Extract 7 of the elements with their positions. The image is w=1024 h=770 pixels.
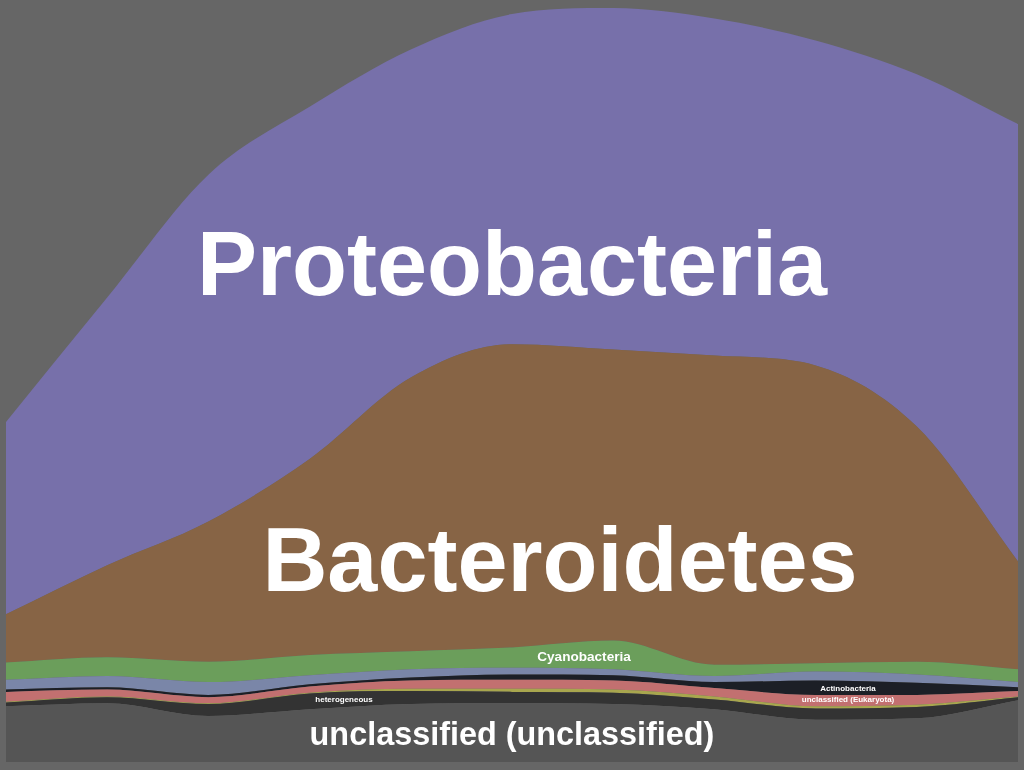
series-label: Proteobacteria [196, 213, 829, 314]
series-label: Bacteroidetes [262, 510, 858, 611]
series-label: unclassified (Eukaryota) [801, 694, 895, 704]
series-label: unclassified (unclassified) [309, 715, 715, 752]
series-label: Cyanobacteria [537, 648, 632, 664]
series-label: heterogeneous [315, 694, 374, 704]
series-label: Actinobacteria [820, 683, 877, 693]
